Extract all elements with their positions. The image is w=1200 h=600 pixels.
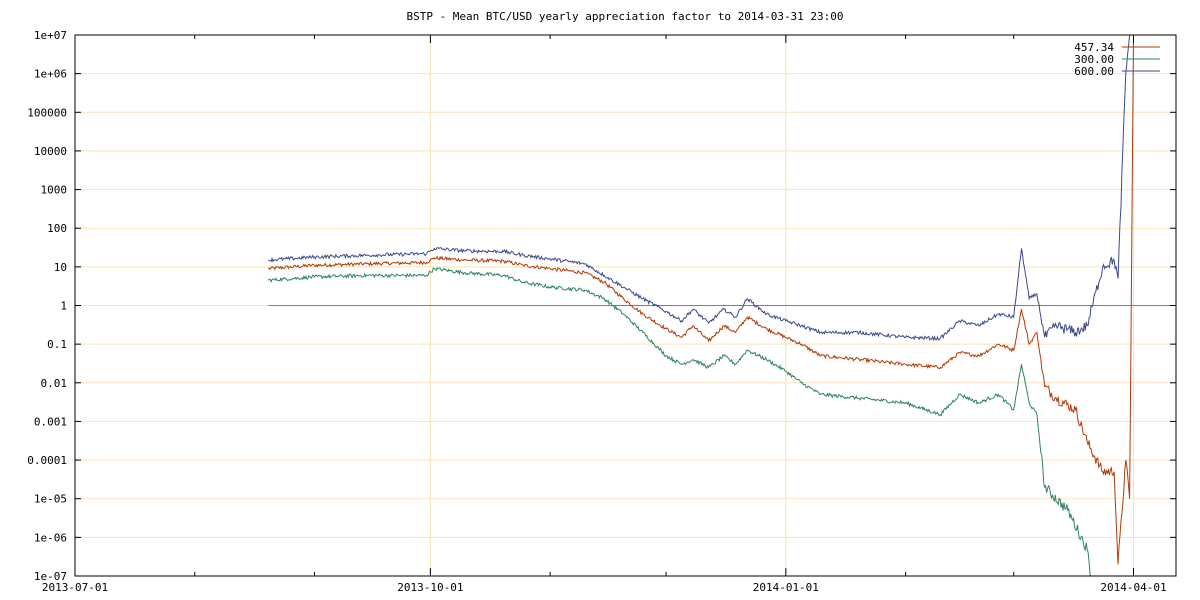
y-tick-label: 1e+06 [34, 68, 67, 81]
series-line-457.34 [267, 35, 1134, 565]
y-tick-label: 0.01 [41, 377, 68, 390]
y-tick-label: 10000 [34, 145, 67, 158]
legend-label: 457.34 [1074, 41, 1114, 54]
y-tick-label: 1 [60, 300, 67, 313]
y-tick-label: 1e-07 [34, 570, 67, 583]
y-tick-label: 100 [47, 222, 67, 235]
y-tick-label: 1000 [41, 184, 68, 197]
chart-title: BSTP - Mean BTC/USD yearly appreciation … [406, 10, 843, 23]
x-tick-label: 2014-01-01 [753, 581, 819, 594]
y-tick-label: 0.001 [34, 415, 67, 428]
legend-label: 600.00 [1074, 65, 1114, 78]
axis-ticks: 1e+07 1e+06 100000 10000 1000 100 10 1 0.1 0.01 0.… [27, 29, 1176, 594]
y-tick-label: 1e+07 [34, 29, 67, 42]
x-tick-label: 2013-10-01 [397, 581, 463, 594]
y-tick-label: 1e-06 [34, 531, 67, 544]
x-tick-label: 2014-04-01 [1100, 581, 1166, 594]
legend-label: 300.00 [1074, 53, 1114, 66]
series-lines [267, 35, 1134, 576]
series-line-300.00 [267, 266, 1092, 576]
y-tick-label: 0.0001 [27, 454, 67, 467]
y-tick-label: 100000 [27, 106, 67, 119]
series-line-600.00 [268, 35, 1131, 342]
y-tick-label: 0.1 [47, 338, 67, 351]
y-tick-label: 1e-05 [34, 493, 67, 506]
y-tick-label: 10 [54, 261, 67, 274]
x-tick-label: 2013-07-01 [42, 581, 108, 594]
